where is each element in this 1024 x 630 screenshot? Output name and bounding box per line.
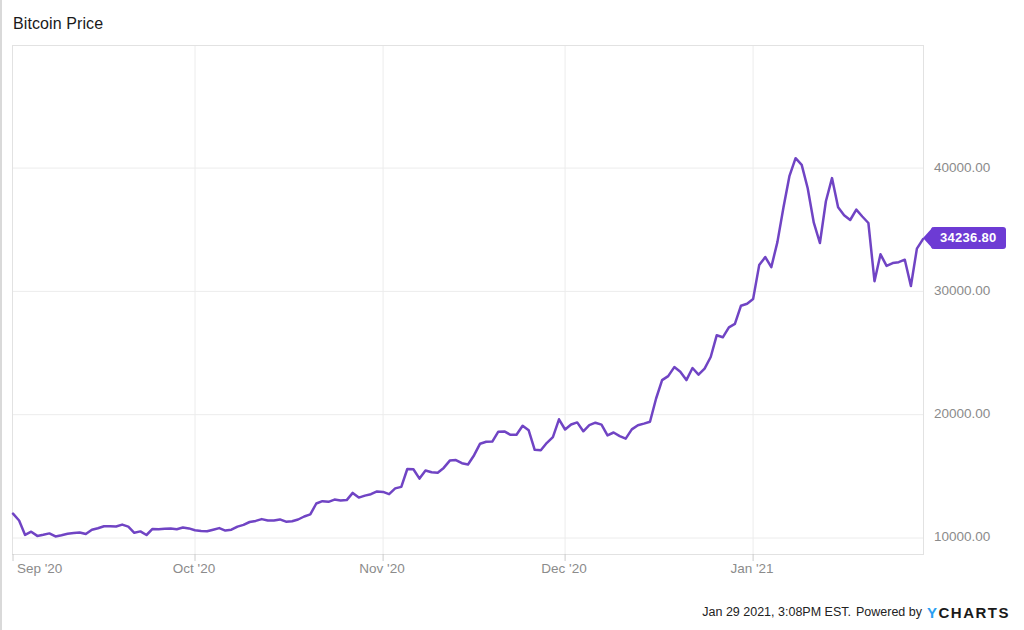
y-axis-label-20000: 20000.00 <box>934 406 1014 421</box>
window-edge <box>0 0 2 630</box>
y-axis-label-40000: 40000.00 <box>934 160 1014 175</box>
x-axis-label-jan: Jan '21 <box>730 561 773 576</box>
price-chart-svg[interactable] <box>13 46 923 562</box>
ycharts-logo-y: Y <box>927 604 939 621</box>
x-axis-label-sep: Sep '20 <box>17 561 62 576</box>
page-title: Bitcoin Price <box>13 15 103 33</box>
footer-timestamp: Jan 29 2021, 3:08PM EST. <box>702 605 851 619</box>
footer: Jan 29 2021, 3:08PM EST. Powered by YCHA… <box>702 602 1010 622</box>
y-axis-label-30000: 30000.00 <box>934 283 1014 298</box>
x-axis-label-dec: Dec '20 <box>541 561 586 576</box>
x-axis-label-oct: Oct '20 <box>173 561 215 576</box>
ycharts-logo-charts: CHARTS <box>939 604 1011 621</box>
current-value-badge: 34236.80 <box>923 227 1006 249</box>
current-value-label: 34236.80 <box>931 227 1006 249</box>
footer-powered-by: Powered by <box>856 605 922 619</box>
price-chart <box>12 45 924 555</box>
y-axis-label-10000: 10000.00 <box>934 529 1014 544</box>
x-axis-label-nov: Nov '20 <box>359 561 404 576</box>
ycharts-logo: YCHARTS <box>927 604 1010 621</box>
price-line <box>13 158 923 536</box>
